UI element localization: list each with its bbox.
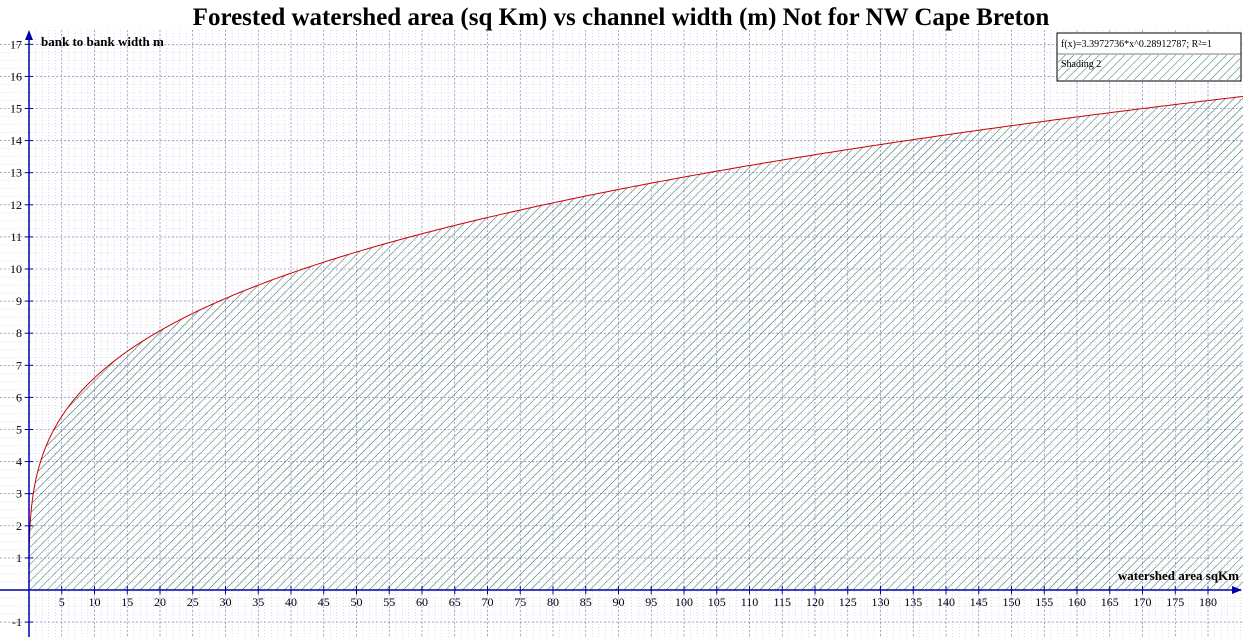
y-tick-label: 16 [10,69,22,83]
x-tick-label: 60 [416,595,428,609]
x-tick-label: 5 [59,595,65,609]
x-tick-label: 10 [89,595,101,609]
x-axis-arrow [1232,586,1242,594]
y-tick-label: 11 [10,230,22,244]
x-tick-label: 130 [872,595,890,609]
y-tick-label: 17 [10,37,22,51]
x-tick-label: 40 [285,595,297,609]
y-tick-label: 7 [16,358,22,372]
y-tick-label: -1 [12,615,22,629]
x-tick-label: 145 [970,595,988,609]
x-tick-label: 85 [580,595,592,609]
shaded-area [29,96,1243,591]
x-tick-label: 15 [121,595,133,609]
y-tick-label: 10 [10,262,22,276]
x-tick-label: 55 [383,595,395,609]
x-tick-label: 95 [645,595,657,609]
y-tick-label: 4 [16,455,22,469]
x-tick-label: 140 [937,595,955,609]
x-tick-label: 50 [351,595,363,609]
y-tick-label: 8 [16,326,22,340]
x-tick-label: 180 [1199,595,1217,609]
y-tick-label: 6 [16,390,22,404]
y-tick-label: 2 [16,519,22,533]
x-tick-label: 170 [1134,595,1152,609]
y-axis-label: bank to bank width m [41,34,164,49]
legend-entry-fit-curve: f(x)=3.3972736*x^0.28912787; R²=1 [1061,39,1212,50]
x-tick-label: 135 [904,595,922,609]
x-tick-label: 155 [1035,595,1053,609]
x-tick-label: 160 [1068,595,1086,609]
x-tick-label: 115 [773,595,791,609]
legend-entry-shading: Shading 2 [1061,59,1101,70]
legend-swatch-shading [1058,55,1240,80]
y-tick-label: 3 [16,487,22,501]
x-tick-label: 100 [675,595,693,609]
x-tick-label: 120 [806,595,824,609]
x-tick-label: 75 [514,595,526,609]
y-axis-arrow [25,30,33,40]
x-tick-label: 125 [839,595,857,609]
y-tick-label: 15 [10,102,22,116]
x-axis-label: watershed area sqKm [1118,568,1239,583]
x-tick-label: 110 [741,595,759,609]
y-tick-label: 12 [10,198,22,212]
x-tick-label: 90 [613,595,625,609]
x-tick-labels: 5 10 15 20 25 30 35 40 45 50 55 60 65 70 75 80 85 90 95 100… [59,586,1217,609]
x-tick-label: 30 [220,595,232,609]
fit-curve-line [28,95,1243,590]
legend: f(x)=3.3972736*x^0.28912787; R²=1 Shadin… [1056,32,1242,82]
x-tick-label: 150 [1003,595,1021,609]
y-tick-label: 9 [16,294,22,308]
y-tick-label: 13 [10,166,22,180]
axes [0,30,1242,637]
chart-title: Forested watershed area (sq Km) vs chann… [193,4,1050,31]
x-tick-label: 35 [252,595,264,609]
y-tick-label: 14 [10,134,22,148]
x-tick-label: 165 [1101,595,1119,609]
x-tick-label: 20 [154,595,166,609]
x-tick-label: 175 [1166,595,1184,609]
x-tick-label: 80 [547,595,559,609]
x-tick-label: 70 [482,595,494,609]
x-tick-label: 65 [449,595,461,609]
x-tick-label: 45 [318,595,330,609]
y-tick-label: 1 [16,551,22,565]
y-tick-label: 5 [16,423,22,437]
x-tick-label: 105 [708,595,726,609]
x-tick-label: 25 [187,595,199,609]
